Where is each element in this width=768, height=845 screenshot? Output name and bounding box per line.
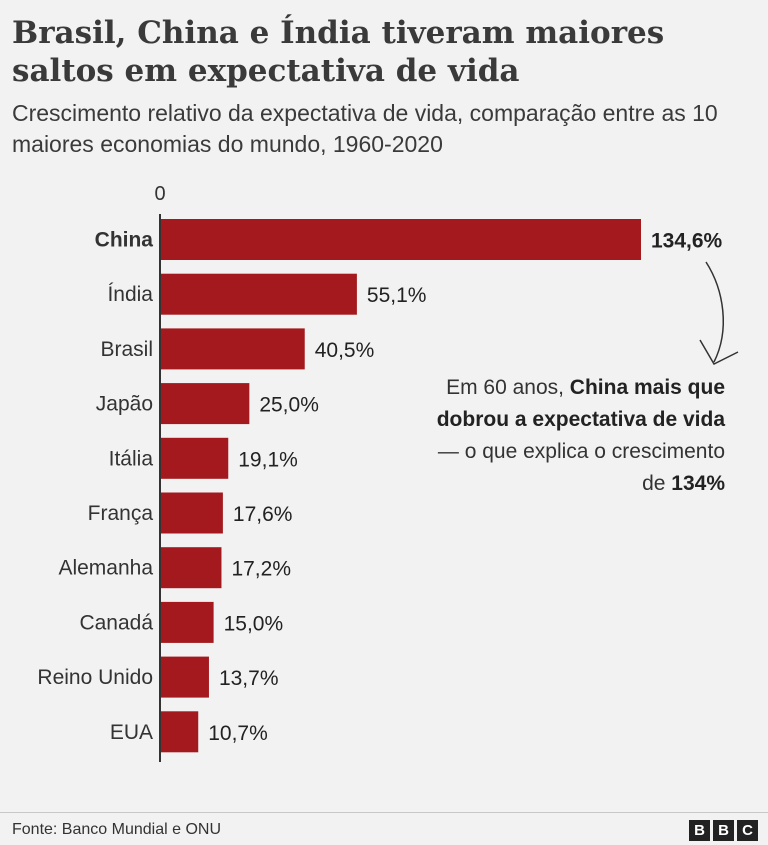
chart-title: Brasil, China e Índia tiveram maiores sa… (12, 15, 665, 89)
category-label: China (95, 229, 154, 252)
source-note: Fonte: Banco Mundial e ONU (12, 821, 221, 838)
annotation-bold-1: China mais que dobrou a expectativa de v… (436, 376, 725, 431)
chart-subtitle: Crescimento relativo da expectativa de v… (12, 100, 718, 157)
annotation-bold-2: 134% (671, 472, 725, 495)
china-annotation: Em 60 anos, China mais que dobrou a expe… (420, 372, 725, 500)
bar-3 (160, 383, 250, 425)
category-label: França (88, 502, 154, 525)
category-label: Índia (107, 283, 153, 306)
category-label: Reino Unido (37, 666, 153, 689)
category-label: Japão (96, 393, 153, 416)
category-label: EUA (110, 721, 153, 744)
annotation-arrowhead (699, 339, 739, 365)
value-label: 15,0% (224, 612, 284, 635)
value-label: 55,1% (367, 284, 427, 307)
bbc-logo-letter: B (713, 820, 734, 841)
bar-8 (160, 656, 209, 698)
value-label: 13,7% (219, 667, 279, 690)
bbc-logo: B B C (689, 820, 758, 841)
footer-divider (0, 812, 768, 813)
value-label: 40,5% (315, 339, 375, 362)
bar-6 (160, 547, 222, 589)
bar-9 (160, 711, 199, 753)
annotation-arrow (705, 261, 724, 363)
bar-0 (160, 219, 641, 260)
bar-2 (160, 328, 305, 370)
value-label: 10,7% (208, 722, 268, 745)
category-label: Canadá (79, 611, 153, 634)
value-label: 17,2% (231, 558, 291, 581)
value-label: 17,6% (233, 503, 293, 526)
bar-chart: 0 China 134,6% Índia 55,1% Brasil 40,5% Japão 25… (37, 183, 739, 762)
bar-5 (160, 492, 223, 534)
category-label: Brasil (100, 338, 153, 361)
value-label: 25,0% (259, 394, 319, 417)
bar-7 (160, 601, 214, 643)
bar-4 (160, 437, 229, 479)
annotation-text-2: — o que explica o crescimento de (437, 440, 725, 495)
bar-1 (160, 273, 357, 315)
value-label: 134,6% (651, 230, 723, 253)
category-label: Itália (109, 447, 154, 470)
value-label: 19,1% (238, 448, 298, 471)
axis-zero-label: 0 (154, 183, 165, 205)
bbc-logo-letter: C (737, 820, 758, 841)
bbc-logo-letter: B (689, 820, 710, 841)
annotation-text-1: Em 60 anos, (446, 376, 570, 399)
category-label: Alemanha (58, 557, 153, 580)
